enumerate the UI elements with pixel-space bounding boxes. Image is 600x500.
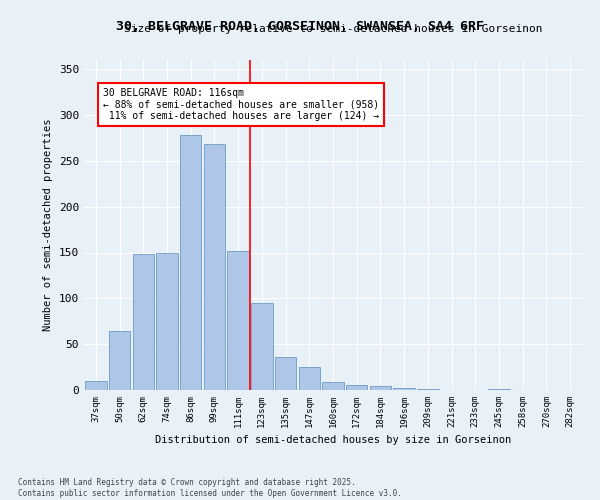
Bar: [180, 135, 202, 390]
Text: 30, BELGRAVE ROAD, GORSEINON, SWANSEA, SA4 6RF: 30, BELGRAVE ROAD, GORSEINON, SWANSEA, S…: [116, 20, 484, 33]
Bar: [370, 386, 391, 390]
Text: 30 BELGRAVE ROAD: 116sqm
← 88% of semi-detached houses are smaller (958)
 11% of: 30 BELGRAVE ROAD: 116sqm ← 88% of semi-d…: [103, 88, 379, 120]
Bar: [299, 367, 320, 390]
Bar: [157, 252, 178, 390]
Bar: [322, 382, 344, 390]
X-axis label: Distribution of semi-detached houses by size in Gorseinon: Distribution of semi-detached houses by …: [155, 436, 511, 446]
Bar: [417, 389, 439, 390]
Bar: [109, 332, 130, 390]
Bar: [346, 386, 367, 390]
Bar: [204, 144, 225, 390]
Bar: [488, 389, 509, 390]
Bar: [251, 303, 272, 390]
Bar: [85, 381, 107, 390]
Text: Contains HM Land Registry data © Crown copyright and database right 2025.
Contai: Contains HM Land Registry data © Crown c…: [18, 478, 402, 498]
Title: Size of property relative to semi-detached houses in Gorseinon: Size of property relative to semi-detach…: [124, 24, 542, 34]
Bar: [275, 357, 296, 390]
Y-axis label: Number of semi-detached properties: Number of semi-detached properties: [43, 118, 53, 331]
Bar: [133, 254, 154, 390]
Bar: [227, 250, 249, 390]
Bar: [394, 388, 415, 390]
